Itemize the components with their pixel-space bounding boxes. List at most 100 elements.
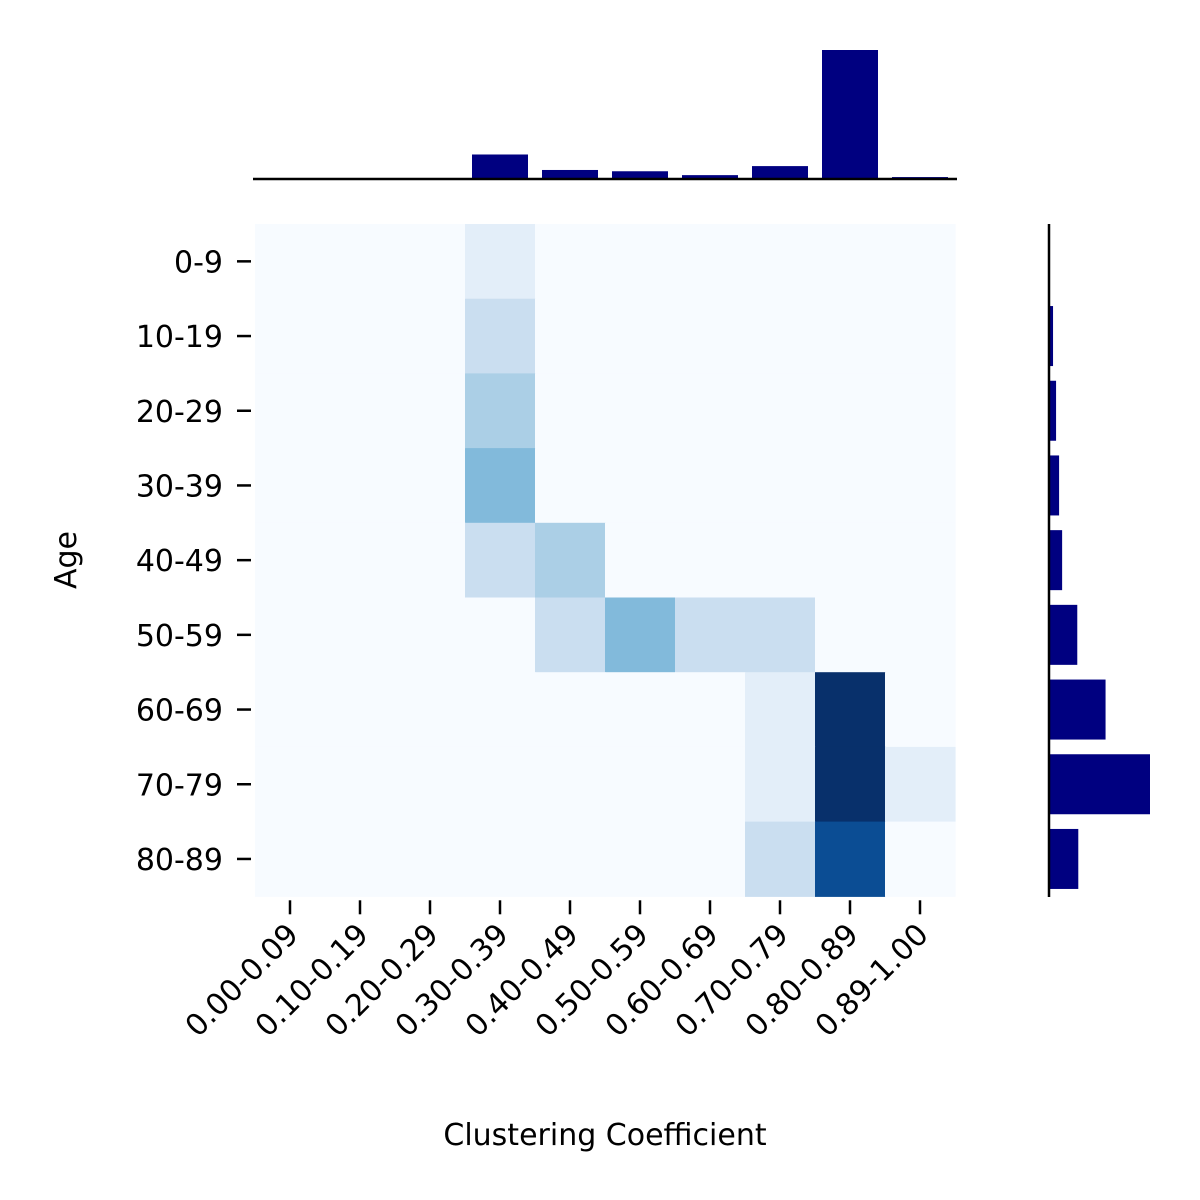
heatmap-cell [325, 448, 396, 524]
heatmap-cell [815, 448, 886, 524]
heatmap-cell [745, 821, 816, 897]
right-marginal-bar [1049, 679, 1106, 740]
heatmap-cell [605, 597, 676, 673]
heatmap-cell [675, 298, 746, 374]
heatmap-cell [605, 821, 676, 897]
heatmap-cell [885, 224, 956, 300]
heatmap-cell [745, 224, 816, 300]
heatmap-cells [255, 224, 956, 897]
heatmap-cell [675, 597, 746, 673]
heatmap-cell [885, 522, 956, 599]
heatmap-cell [745, 672, 816, 748]
heatmap-cell [675, 448, 746, 524]
heatmap-cell [745, 746, 816, 823]
heatmap-cell [465, 821, 536, 897]
heatmap-cell [815, 522, 886, 599]
heatmap-cell [745, 522, 816, 599]
heatmap-cell [395, 448, 466, 524]
x-axis-ticks: 0.00-0.090.10-0.190.20-0.290.30-0.390.40… [179, 900, 936, 1044]
heatmap-cell [395, 821, 466, 897]
heatmap-cell [675, 373, 746, 449]
y-axis-label: Age [49, 531, 84, 589]
y-tick-label: 0-9 [174, 245, 223, 280]
heatmap-cell [535, 448, 606, 524]
y-tick-label: 40-49 [136, 544, 223, 579]
y-tick-label: 20-29 [136, 395, 223, 430]
heatmap-cell [605, 746, 676, 823]
top-marginal-bar [612, 171, 668, 179]
heatmap-cell [255, 597, 326, 673]
heatmap-cell [465, 597, 536, 673]
heatmap-cell [465, 672, 536, 748]
heatmap-cell [465, 298, 536, 374]
heatmap-cell [325, 522, 396, 599]
y-tick-label: 30-39 [136, 469, 223, 504]
heatmap-cell [745, 448, 816, 524]
heatmap-cell [465, 522, 536, 599]
heatmap-cell [255, 373, 326, 449]
heatmap-cell [675, 522, 746, 599]
heatmap-cell [815, 224, 886, 300]
top-marginal-bar [682, 175, 738, 179]
heatmap-cell [465, 448, 536, 524]
right-marginal-bar [1049, 754, 1150, 815]
heatmap-cell [325, 224, 396, 300]
heatmap-cell [535, 746, 606, 823]
heatmap-cell [815, 821, 886, 897]
heatmap-cell [535, 373, 606, 449]
heatmap-cell [885, 373, 956, 449]
heatmap-cell [605, 448, 676, 524]
heatmap-cell [325, 597, 396, 673]
right-marginal-histogram [1049, 306, 1150, 889]
heatmap-cell [325, 746, 396, 823]
heatmap-cell [885, 821, 956, 897]
heatmap-cell [325, 672, 396, 748]
heatmap-cell [605, 672, 676, 748]
y-tick-label: 60-69 [136, 694, 223, 729]
heatmap-cell [745, 597, 816, 673]
top-marginal-bar [822, 50, 878, 179]
heatmap-cell [395, 298, 466, 374]
heatmap-cell [395, 597, 466, 673]
heatmap-cell [605, 298, 676, 374]
heatmap-cell [255, 298, 326, 374]
top-marginal-bar [752, 166, 808, 179]
heatmap-cell [255, 448, 326, 524]
right-marginal-bar [1049, 530, 1063, 591]
heatmap-cell [535, 672, 606, 748]
heatmap-cell [745, 298, 816, 374]
heatmap-cell [605, 522, 676, 599]
heatmap-cell [605, 224, 676, 300]
right-marginal-bar [1049, 604, 1078, 665]
heatmap-cell [885, 746, 956, 823]
heatmap-cell [395, 373, 466, 449]
heatmap-cell [465, 746, 536, 823]
heatmap-cell [535, 224, 606, 300]
heatmap-cell [885, 448, 956, 524]
y-tick-label: 80-89 [136, 843, 223, 878]
y-axis-ticks: 0-9 10-19 20-29 30-39 40-49 50-59 60-69 70-79 80… [136, 245, 251, 878]
y-tick-label: 10-19 [136, 320, 223, 355]
heatmap-cell [535, 522, 606, 599]
heatmap-cell [815, 672, 886, 748]
right-marginal-bar [1049, 380, 1057, 441]
y-tick-label: 70-79 [136, 768, 223, 803]
heatmap-cell [465, 373, 536, 449]
heatmap-cell [885, 672, 956, 748]
top-marginal-histogram [472, 50, 948, 179]
heatmap-cell [885, 597, 956, 673]
heatmap-cell [535, 298, 606, 374]
right-marginal-bar [1049, 455, 1060, 516]
heatmap-cell [675, 746, 746, 823]
heatmap-cell [675, 821, 746, 897]
heatmap-cell [465, 224, 536, 300]
heatmap-cell [255, 746, 326, 823]
heatmap-cell [255, 672, 326, 748]
heatmap-cell [395, 746, 466, 823]
heatmap-cell [255, 821, 326, 897]
heatmap-cell [815, 597, 886, 673]
heatmap-cell [325, 298, 396, 374]
right-marginal-bar [1049, 828, 1079, 889]
heatmap-cell [815, 746, 886, 823]
